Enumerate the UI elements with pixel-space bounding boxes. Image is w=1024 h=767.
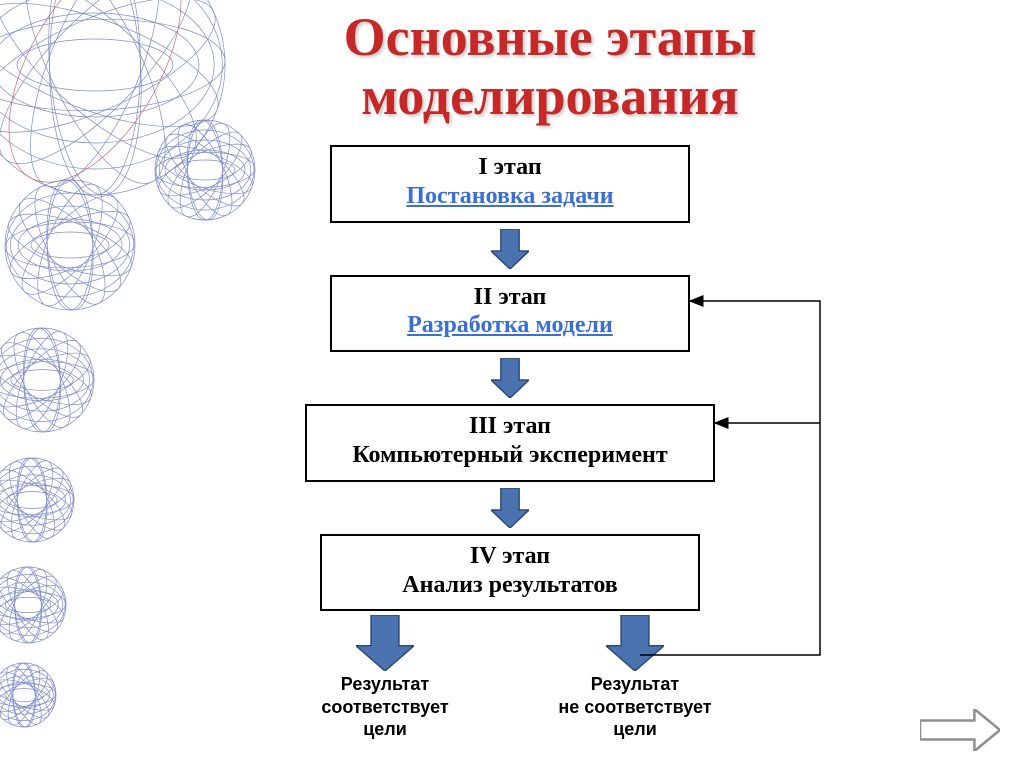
stage-1-title-link[interactable]: Постановка задачи — [342, 182, 678, 211]
arrow-down-icon — [491, 358, 529, 398]
next-slide-arrow[interactable] — [920, 709, 1000, 751]
result-yes-cell: Результат соответствует цели — [275, 615, 495, 741]
stage-1-box: I этап Постановка задачи — [330, 145, 690, 223]
stage-2-box: II этап Разработка модели — [330, 275, 690, 353]
stage-3-title: Компьютерный эксперимент — [317, 441, 703, 470]
result-yes-text: Результат соответствует цели — [321, 673, 448, 741]
stage-3-label: III этап — [317, 412, 703, 441]
results-row: Результат соответствует цели Результат н… — [260, 615, 760, 741]
arrow-down-icon — [491, 488, 529, 528]
stage-3-box: III этап Компьютерный эксперимент — [305, 404, 715, 482]
stage-4-label: IV этап — [332, 542, 688, 571]
stage-4-box: IV этап Анализ результатов — [320, 534, 700, 612]
result-no-cell: Результат не соответствует цели — [525, 615, 745, 741]
flowchart: I этап Постановка задачи II этап Разрабо… — [260, 145, 760, 741]
stage-2-title-link[interactable]: Разработка модели — [342, 311, 678, 340]
stage-1-label: I этап — [342, 153, 678, 182]
arrow-down-wide-icon — [356, 615, 414, 671]
stage-2-label: II этап — [342, 283, 678, 312]
result-no-text: Результат не соответствует цели — [558, 673, 711, 741]
arrow-down-wide-icon — [606, 615, 664, 671]
page-title: Основные этапы моделирования — [160, 8, 940, 127]
stage-4-title: Анализ результатов — [332, 571, 688, 600]
arrow-down-icon — [491, 229, 529, 269]
